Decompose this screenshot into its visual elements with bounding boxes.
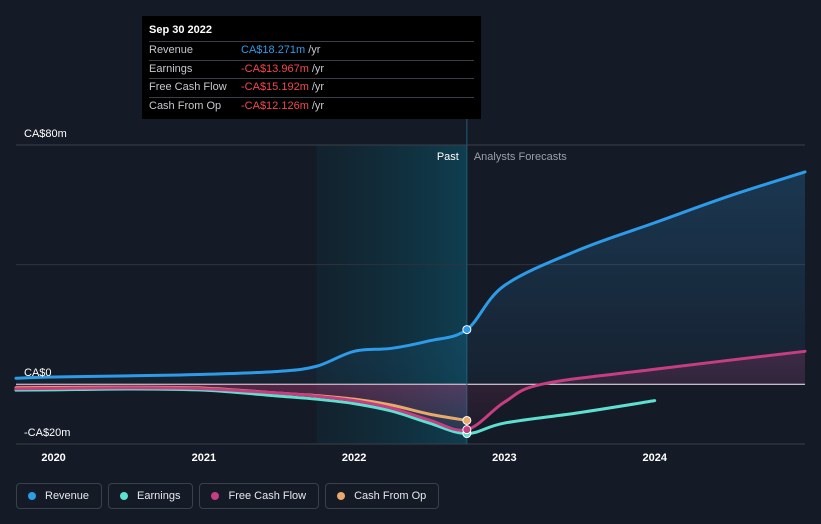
free-cash-flow-forecast-area [466,351,805,430]
tooltip-unit: /yr [308,44,321,56]
series-line-revenue [14,170,807,380]
legend-label: Cash From Op [354,490,427,502]
legend-item-free-cash-flow[interactable]: Free Cash Flow [199,483,320,509]
tooltip-label: Free Cash Flow [149,81,227,93]
tooltip-unit: /yr [311,81,325,93]
tooltip-value: CA$18.271m [241,44,306,56]
tooltip-value: -CA$15.192m [241,81,309,93]
legend-item-earnings[interactable]: Earnings [108,483,194,509]
legend: Revenue Earnings Free Cash Flow Cash Fro… [16,483,440,509]
revenue-area [16,171,805,385]
tooltip-row-revenue: Revenue CA$18.271m /yr [149,41,474,60]
tooltip-row-cash-from-op: Cash From Op -CA$12.126m /yr [149,96,474,116]
x-tick-label: 2022 [342,452,366,464]
x-tick-label: 2024 [642,452,667,464]
tooltip-row-free-cash-flow: Free Cash Flow -CA$15.192m /yr [149,78,474,97]
legend-dot-icon [337,492,346,500]
tooltip-unit: /yr [311,99,325,112]
past-label: Past [437,151,459,163]
tooltip-value: -CA$12.126m [241,99,309,112]
series-line-free-cash-flow [14,349,807,432]
marker-free-cash-flow [462,425,472,435]
tooltip-row-earnings: Earnings -CA$13.967m /yr [149,59,474,79]
y-tick-label: CA$80m [24,128,67,140]
forecast-label: Analysts Forecasts [474,151,567,163]
legend-label: Revenue [45,490,90,502]
legend-dot-icon [28,492,36,500]
legend-item-cash-from-op[interactable]: Cash From Op [325,483,440,509]
legend-label: Earnings [137,490,181,502]
tooltip-value: -CA$13.967m [241,62,309,75]
x-tick-label: 2020 [41,452,65,464]
x-tick-label: 2023 [492,452,516,464]
y-tick-label: CA$0 [24,367,52,379]
tooltip-label: Earnings [149,62,193,75]
tooltip-date: Sep 30 2022 [149,24,212,36]
legend-label: Free Cash Flow [228,490,307,502]
tooltip-unit: /yr [311,62,325,75]
tooltip: Sep 30 2022 Revenue CA$18.271m /yr Earni… [142,16,481,119]
legend-dot-icon [120,492,129,500]
free-cash-flow-area [16,384,467,430]
marker-revenue [462,325,472,335]
x-tick-label: 2021 [192,452,216,464]
marker-cash-from-op [462,415,472,425]
tooltip-label: Revenue [149,44,194,56]
y-tick-label: -CA$20m [24,427,70,439]
legend-dot-icon [211,492,220,500]
legend-item-revenue[interactable]: Revenue [16,483,103,509]
tooltip-label: Cash From Op [149,99,222,112]
